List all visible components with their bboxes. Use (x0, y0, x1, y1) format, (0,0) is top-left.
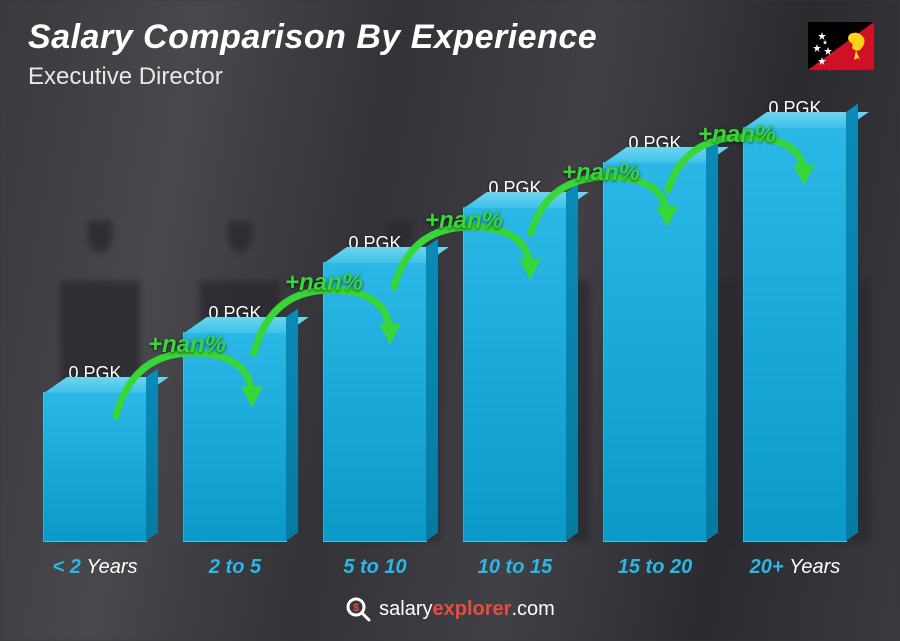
brand-prefix: salary (379, 598, 432, 620)
chart-container: Salary Comparison By Experience Executiv… (0, 0, 900, 641)
bar-slot: 0 PGK15 to 20 (590, 133, 720, 579)
brand-suffix: .com (511, 598, 554, 620)
chart-title: Salary Comparison By Experience (28, 18, 597, 57)
bar-slot: 0 PGK< 2 Years (30, 363, 160, 579)
bar (743, 127, 847, 542)
bars-row: 0 PGK< 2 Years0 PGK2 to 5 0 PGK5 to 10 0… (30, 99, 860, 579)
bar-slot: 0 PGK10 to 15 (450, 178, 580, 579)
bar-chart: 0 PGK< 2 Years0 PGK2 to 5 0 PGK5 to 10 0… (30, 99, 860, 579)
bar (603, 162, 707, 542)
bar-category-label: 15 to 20 (618, 556, 692, 579)
bar (183, 332, 287, 542)
brand-highlight: explorer (433, 598, 512, 620)
bar-category-label: < 2 Years (52, 556, 137, 579)
bar-slot: 0 PGK20+ Years (730, 98, 860, 579)
bar-category-label: 2 to 5 (209, 556, 261, 579)
bar (463, 207, 567, 542)
svg-text:$: $ (353, 602, 359, 614)
footer: $ salaryexplorer.com (0, 596, 900, 627)
country-flag-png (808, 22, 874, 70)
bar-slot: 0 PGK5 to 10 (310, 233, 440, 579)
bar (43, 392, 147, 542)
bar-category-label: 20+ Years (750, 556, 841, 579)
logo-icon: $ (345, 596, 371, 622)
chart-subtitle: Executive Director (28, 63, 597, 91)
bar (323, 262, 427, 542)
bar-slot: 0 PGK2 to 5 (170, 303, 300, 579)
footer-text: salaryexplorer.com (379, 598, 555, 621)
bar-category-label: 10 to 15 (478, 556, 552, 579)
title-block: Salary Comparison By Experience Executiv… (28, 18, 597, 91)
bar-category-label: 5 to 10 (343, 556, 406, 579)
